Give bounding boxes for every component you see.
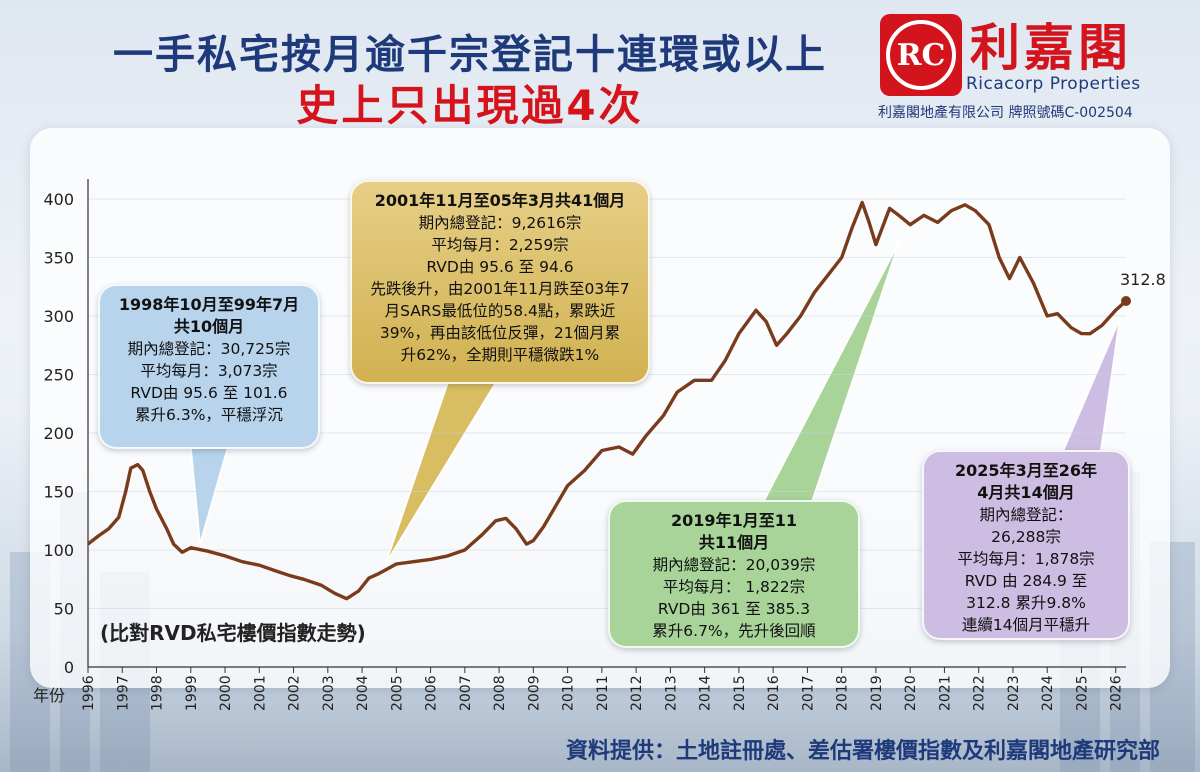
x-tick-label: 2022 [972, 675, 988, 711]
y-tick-label: 300 [43, 307, 74, 326]
callout-line: RVD由 361 至 385.3 [657, 600, 811, 618]
callout-line: 期內總登記：20,039宗 [652, 556, 816, 574]
x-tick-label: 2021 [937, 675, 953, 711]
callout-line: 累升6.7%，先升後回順 [652, 622, 816, 640]
callout-line: 期內總登記： [979, 506, 1073, 524]
x-tick-label: 2004 [355, 675, 371, 711]
callout-2019: 2019年1月至11 共11個月期內總登記：20,039宗 平均每月： 1,822宗… [608, 500, 860, 648]
x-tick-label: 2000 [218, 675, 234, 711]
x-axis-label: 年份 [33, 686, 65, 705]
logo-name-cn: 利嘉閣 [970, 19, 1132, 77]
callout-title: 2001年11月至05年3月共41個月 [374, 191, 626, 210]
callout-line: 月SARS最低位的58.4點，累跌近 [384, 302, 616, 320]
y-tick-label: 150 [43, 483, 74, 502]
callout-1998: 1998年10月至99年7月 共10個月期內總登記：30,725宗 平均每月：3,0… [98, 284, 320, 449]
x-tick-label: 2012 [629, 675, 645, 711]
callout-title: 共10個月 [173, 317, 245, 336]
x-tick-label: 1998 [150, 675, 166, 711]
callout-line: 平均每月：1,878宗 [957, 550, 1095, 568]
end-value-label: 312.8 [1120, 270, 1166, 289]
y-tick-label: 250 [43, 366, 74, 385]
callout-line: 升62%，全期則平穩微跌1% [400, 346, 600, 364]
callout-2001: 2001年11月至05年3月共41個月 期內總登記：9,2616宗 平均每月：2,2… [350, 180, 650, 384]
callout-line: 期內總登記：9,2616宗 [418, 214, 582, 232]
page-title: 一手私宅按月逾千宗登記十連環或以上 [113, 32, 827, 78]
y-tick-label: 100 [43, 541, 74, 560]
callout-pointer-1998 [188, 439, 232, 546]
series-line [86, 200, 1128, 601]
x-tick-label: 2002 [287, 675, 303, 711]
x-tick-label: 2026 [1109, 675, 1125, 711]
x-tick-label: 2010 [561, 675, 577, 711]
x-tick-label: 2011 [595, 675, 611, 711]
callout-line: RVD由 95.6 至 101.6 [130, 384, 288, 402]
y-tick-label: 350 [43, 249, 74, 268]
logo-license: 利嘉閣地產有限公司 牌照號碼C-002504 [878, 105, 1133, 121]
callout-2025: 2025年3月至26年 4月共14個月 期內總登記： 26,288宗平均每月：1,87… [922, 450, 1130, 640]
callout-title: 2025年3月至26年 [955, 461, 1097, 480]
x-tick-label: 2019 [869, 675, 885, 711]
callout-line: 平均每月： 1,822宗 [662, 578, 806, 596]
x-tick-label: 2001 [252, 675, 268, 711]
x-tick-label: 2017 [800, 675, 816, 711]
company-logo-icon: RC [880, 14, 962, 96]
callout-line: 先跌後升，由2001年11月跌至03年7 [370, 280, 630, 298]
callout-pointer-2001 [384, 375, 502, 566]
x-tick-label: 1999 [184, 675, 200, 711]
x-tick-label: 2024 [1040, 675, 1056, 711]
callout-line: RVD由 95.6 至 94.6 [426, 258, 574, 276]
x-tick-label: 2023 [1006, 675, 1022, 711]
callout-title: 4月共14個月 [977, 483, 1075, 502]
callout-line: 312.8 累升9.8% [966, 594, 1086, 612]
x-tick-label: 2014 [698, 675, 714, 711]
y-tick-label: 200 [43, 424, 74, 443]
x-tick-label: 2008 [492, 675, 508, 711]
logo-name-en: Ricacorp Properties [966, 74, 1141, 94]
x-tick-label: 2013 [663, 675, 679, 711]
callout-line: 26,288宗 [991, 528, 1061, 546]
y-tick-label: 400 [43, 190, 74, 209]
callout-line: 39%，再由該低位反彈，21個月累 [379, 324, 621, 342]
x-tick-label: 2016 [766, 675, 782, 711]
chart-note: (比對RVD私宅樓價指數走勢) [100, 621, 366, 645]
x-tick-label: 2018 [835, 675, 851, 711]
callout-title: 2019年1月至11 [671, 511, 797, 530]
y-tick-label: 0 [64, 658, 74, 677]
callout-line: 平均每月：3,073宗 [140, 362, 278, 380]
x-tick-label: 2005 [389, 675, 405, 711]
x-tick-label: 2009 [526, 675, 542, 711]
source-note: 資料提供：土地註冊處、差估署樓價指數及利嘉閣地產研究部 [565, 739, 1160, 764]
page-subtitle: 史上只出現過4次 [296, 81, 644, 130]
y-tick-label: 50 [54, 600, 74, 619]
callout-line: 期內總登記：30,725宗 [127, 340, 291, 358]
callout-line: 累升6.3%，平穩浮沉 [135, 406, 283, 424]
x-tick-label: 2007 [458, 675, 474, 711]
end-point-marker [1121, 296, 1131, 307]
callout-title: 1998年10月至99年7月 [118, 295, 300, 314]
logo-mark: RC [886, 20, 956, 90]
x-tick-label: 2006 [424, 675, 440, 711]
x-tick-label: 2003 [321, 675, 337, 711]
x-tick-label: 2020 [903, 675, 919, 711]
x-tick-label: 1997 [115, 675, 131, 711]
x-tick-label: 2015 [732, 675, 748, 711]
x-tick-label: 1996 [81, 675, 97, 711]
callout-pointer-2025 [1058, 317, 1121, 459]
callout-pointer-2019 [758, 239, 901, 509]
x-tick-label: 2025 [1074, 675, 1090, 711]
callout-line: 平均每月：2,259宗 [431, 236, 569, 254]
callout-line: RVD 由 284.9 至 [964, 572, 1088, 590]
callout-title: 共11個月 [698, 533, 770, 552]
callout-line: 連續14個月平穩升 [961, 616, 1091, 634]
